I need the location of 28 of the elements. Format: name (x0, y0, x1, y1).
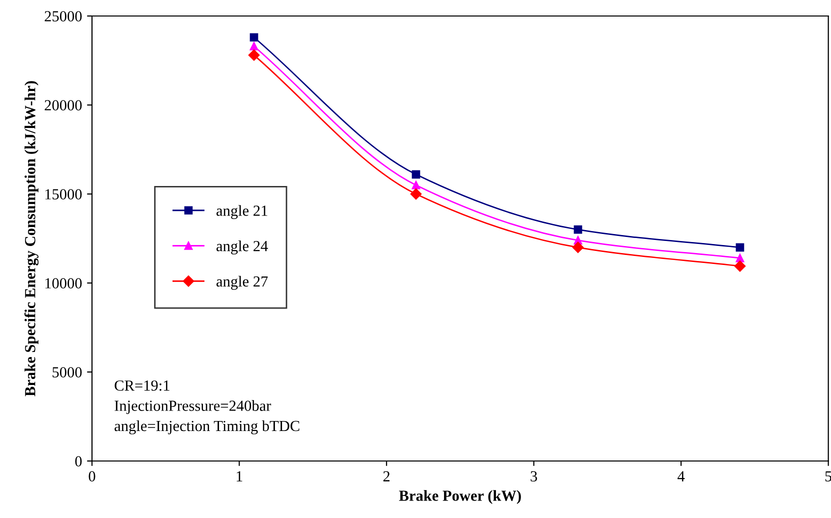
x-tick-label: 2 (383, 471, 390, 482)
legend-label: angle 24 (216, 240, 268, 254)
x-tick-label: 0 (88, 471, 96, 482)
x-tick-label: 1 (236, 471, 242, 482)
y-tick-label: 20000 (44, 100, 82, 110)
point (410, 188, 422, 200)
point (734, 260, 746, 272)
y-tick-label: 10000 (45, 278, 82, 288)
point (250, 33, 258, 42)
x-axis-title: Brake Power (kW) (399, 490, 521, 504)
y-tick-label: 25000 (44, 11, 82, 22)
point (412, 170, 420, 179)
x-tick-label: 3 (530, 471, 538, 482)
legend-label: angle 21 (216, 205, 268, 220)
point (572, 242, 584, 254)
y-axis-title: Brake Specific Energy Consumption (kJ/kW-hr) (24, 81, 39, 396)
point (412, 180, 420, 190)
y-tick-label: 5000 (52, 367, 82, 378)
point (248, 50, 260, 61)
annotation: CR=19:1 InjectionPressure=240bar angle=Injection Timing bTDC (114, 380, 300, 434)
point (736, 243, 744, 252)
point (574, 225, 582, 234)
point (736, 254, 744, 262)
y-tick-label: 0 (75, 456, 82, 466)
x-tick-label: 4 (678, 471, 685, 482)
point (250, 42, 258, 50)
legend-label: angle 27 (216, 276, 268, 290)
y-tick-label: 15000 (45, 189, 82, 200)
